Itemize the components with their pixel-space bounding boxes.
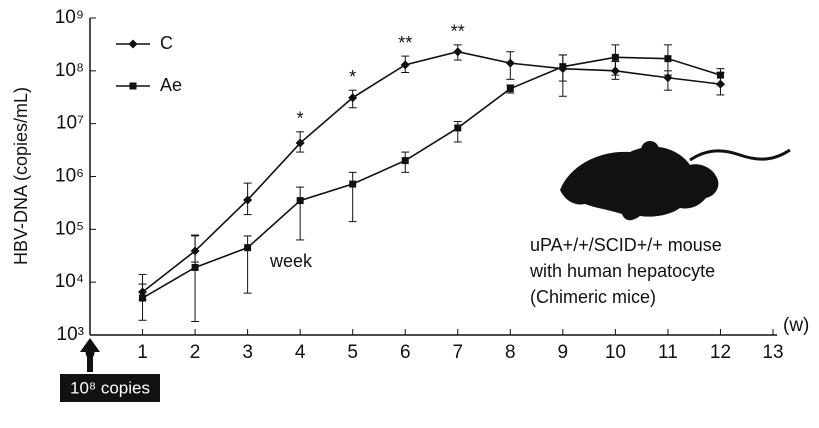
- x-tick-label: 0: [85, 342, 96, 363]
- mouse-tail: [689, 148, 791, 162]
- y-tick-label: 10⁶: [55, 166, 84, 187]
- x-tick-label: 7: [452, 342, 463, 363]
- significance-mark: *: [297, 109, 304, 129]
- data-point: [295, 138, 305, 148]
- legend-label: C: [160, 33, 173, 53]
- x-tick-label: 5: [347, 342, 358, 363]
- significance-mark: **: [398, 33, 412, 53]
- mouse-body: [560, 146, 719, 221]
- x-unit-label: (w): [783, 315, 809, 336]
- y-tick-label: 10³: [57, 324, 84, 345]
- data-point: [401, 157, 409, 165]
- data-point: [506, 85, 514, 93]
- y-axis-label: HBV-DNA (copies/mL): [11, 87, 31, 265]
- x-tick-label: 8: [505, 342, 516, 363]
- data-point: [191, 263, 199, 271]
- significance-mark: *: [349, 67, 356, 87]
- legend-marker: [128, 39, 138, 49]
- data-point: [244, 244, 252, 252]
- series-line: [142, 56, 721, 299]
- y-tick-label: 10⁷: [56, 113, 84, 134]
- data-point: [716, 71, 724, 79]
- y-tick-label: 10⁴: [55, 271, 84, 292]
- y-tick-label: 10⁸: [55, 60, 84, 81]
- annotation: with human hepatocyte: [529, 261, 715, 281]
- data-point: [400, 60, 410, 70]
- legend-marker: [129, 82, 137, 90]
- data-point: [664, 55, 672, 63]
- x-tick-label: 6: [400, 342, 411, 363]
- mouse-ear: [641, 141, 659, 159]
- x-tick-label: 2: [190, 342, 201, 363]
- annotation: uPA+/+/SCID+/+ mouse: [530, 235, 722, 255]
- x-tick-label: 9: [558, 342, 569, 363]
- data-point: [453, 47, 463, 57]
- x-tick-label: 12: [710, 342, 731, 363]
- data-point: [349, 180, 357, 188]
- data-point: [139, 294, 147, 302]
- x-tick-label: 10: [605, 342, 626, 363]
- data-point: [296, 197, 304, 205]
- mouse-illustration: [560, 141, 791, 221]
- arrow-head: [80, 338, 100, 352]
- data-point: [611, 53, 619, 61]
- significance-mark: **: [451, 22, 465, 42]
- inoculum-box: [60, 374, 160, 402]
- x-tick-label: 1: [137, 342, 148, 363]
- data-point: [243, 195, 253, 205]
- inoculum-label: 10⁸ copies: [70, 378, 150, 397]
- y-tick-label: 10⁵: [55, 218, 84, 239]
- legend-label: Ae: [160, 75, 182, 95]
- annotation: week: [269, 251, 313, 271]
- data-point: [454, 124, 462, 132]
- data-point: [505, 58, 515, 68]
- x-tick-label: 13: [762, 342, 783, 363]
- data-point: [348, 93, 358, 103]
- x-tick-label: 11: [658, 342, 678, 363]
- series-line: [142, 50, 721, 293]
- data-point: [559, 63, 567, 71]
- annotation: (Chimeric mice): [530, 287, 656, 307]
- y-tick-label: 10⁹: [55, 7, 84, 28]
- x-tick-label: 3: [242, 342, 253, 363]
- x-tick-label: 4: [295, 342, 306, 363]
